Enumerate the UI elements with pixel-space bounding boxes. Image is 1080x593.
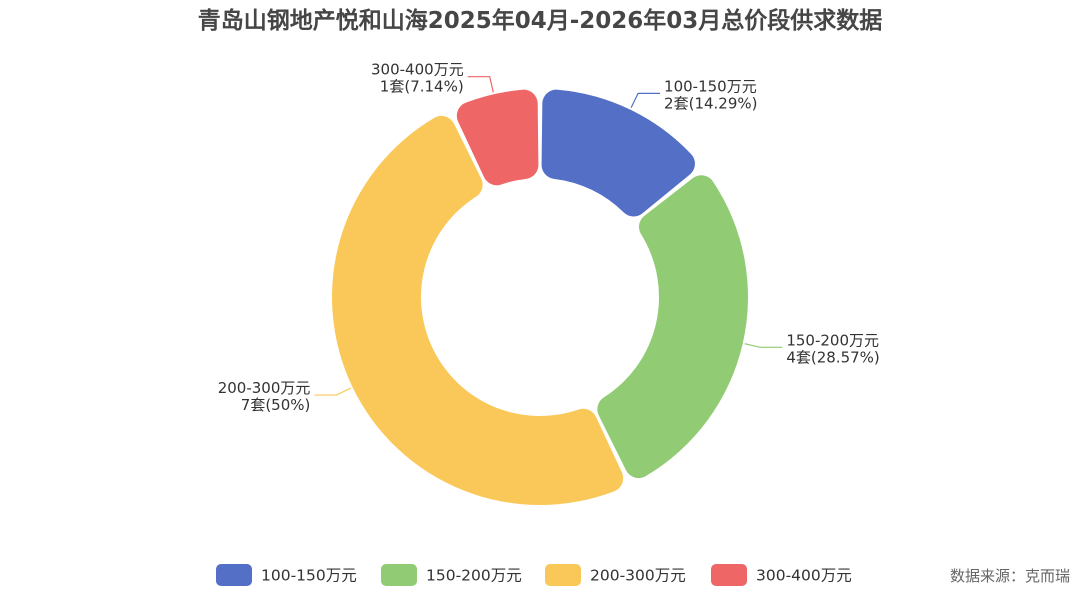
slices-group (332, 89, 749, 505)
legend-label: 200-300万元 (590, 567, 686, 585)
legend-item-100-150万元[interactable]: 100-150万元 (216, 564, 357, 586)
legend-item-300-400万元[interactable]: 300-400万元 (711, 564, 852, 586)
slice-200-300万元 (332, 115, 624, 505)
source-note: 数据来源：克而瑞 (950, 567, 1070, 585)
legend-swatch (711, 564, 747, 586)
leader-line-200-300万元 (314, 387, 352, 396)
data-label-value: 4套(28.57%) (786, 348, 879, 366)
legend-item-200-300万元[interactable]: 200-300万元 (545, 564, 686, 586)
slice-300-400万元 (456, 89, 539, 186)
leader-line-300-400万元 (467, 76, 494, 93)
legend-label: 150-200万元 (426, 567, 522, 585)
data-label-value: 2套(14.29%) (664, 94, 757, 112)
slice-100-150万元 (541, 89, 695, 217)
leader-line-100-150万元 (630, 92, 661, 109)
legend-swatch (216, 564, 252, 586)
leader-line-150-200万元 (744, 343, 783, 348)
legend-swatch (381, 564, 417, 586)
data-label-value: 1套(7.14%) (380, 78, 464, 96)
slice-150-200万元 (597, 175, 749, 479)
data-label-name: 300-400万元 (371, 61, 464, 79)
legend-item-150-200万元[interactable]: 150-200万元 (381, 564, 522, 586)
legend-label: 300-400万元 (756, 567, 852, 585)
data-label-value: 7套(50%) (241, 396, 311, 414)
legend-swatch (545, 564, 581, 586)
data-label-name: 150-200万元 (786, 331, 879, 349)
data-label-name: 200-300万元 (218, 379, 311, 397)
chart-title: 青岛山钢地产悦和山海2025年04月-2026年03月总价段供求数据 (198, 7, 883, 34)
legend-label: 100-150万元 (261, 567, 357, 585)
legend: 100-150万元 150-200万元 200-300万元 300-400万元 (216, 564, 852, 586)
data-label-name: 100-150万元 (664, 77, 757, 95)
